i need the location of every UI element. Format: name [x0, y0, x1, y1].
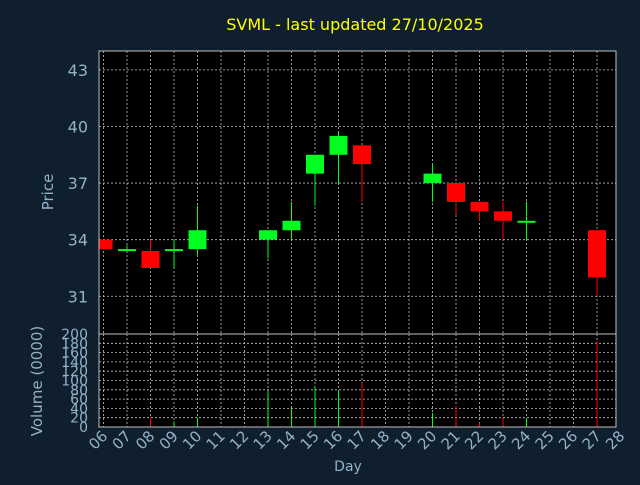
volume-tick-label: 0 [79, 420, 88, 436]
volume-tick-label: 100 [61, 374, 88, 390]
candle-body-17 [353, 145, 371, 165]
candle-body-15 [306, 154, 324, 174]
candle-body-21 [447, 183, 465, 202]
price-tick-label: 37 [68, 174, 88, 193]
volume-tick-label: 160 [61, 346, 88, 362]
volume-tick-label: 180 [61, 336, 88, 352]
price-tick-label: 34 [68, 231, 88, 250]
price-plot-area [99, 51, 616, 334]
volume-tick-label: 200 [61, 327, 88, 343]
price-tick-label: 40 [68, 117, 88, 136]
chart-title: SVML - last updated 27/10/2025 [226, 15, 484, 34]
candle-body-20 [423, 173, 442, 184]
candle-body-13 [259, 230, 277, 240]
candle-body-09 [165, 249, 183, 252]
volume-tick-label: 20 [70, 411, 88, 427]
x-axis-label: Day [334, 459, 362, 475]
price-tick-label: 31 [68, 287, 88, 306]
volume-tick-label: 140 [61, 355, 88, 371]
candle-body-23 [494, 211, 512, 221]
volume-plot-area [99, 334, 616, 427]
candle-body-14 [282, 220, 301, 231]
volume-axis-label: Volume (0000) [28, 326, 46, 436]
candles [99, 132, 606, 297]
volume-plot-border [98, 333, 617, 428]
volume-tick-label: 60 [70, 392, 88, 408]
candle-body-16 [329, 135, 348, 155]
candle-body-10 [188, 230, 207, 250]
candle-body-27 [588, 230, 606, 278]
volume-tick-label: 40 [70, 401, 88, 417]
price-axis-label: Price [39, 174, 57, 211]
volume-bars [126, 340, 598, 427]
candle-body-24 [517, 220, 536, 223]
candle-body-06 [99, 239, 113, 250]
candle-body-22 [470, 201, 489, 212]
candle-body-07 [118, 249, 136, 252]
volume-tick-label: 80 [70, 383, 88, 399]
candle-body-08 [141, 250, 160, 268]
price-tick-label: 43 [68, 61, 88, 80]
volume-tick-label: 120 [61, 364, 88, 380]
